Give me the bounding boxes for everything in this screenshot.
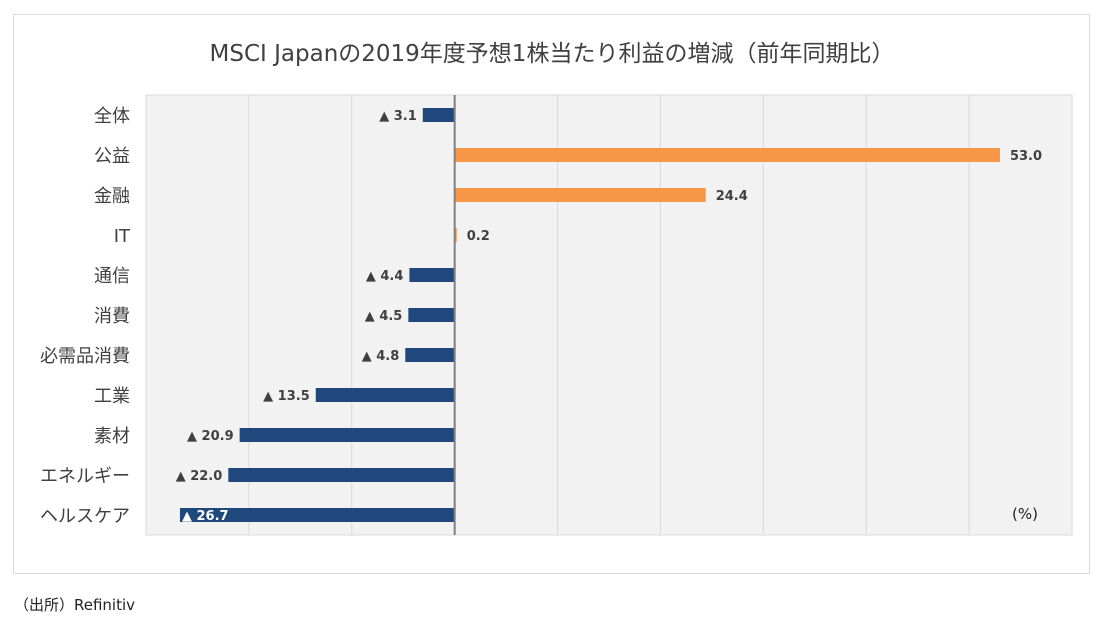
category-label: 通信	[94, 266, 130, 287]
bar	[408, 308, 455, 322]
data-label: ▲ 4.8	[362, 349, 400, 364]
bar	[409, 268, 455, 282]
bar	[315, 388, 455, 402]
source-note: （出所）Refinitiv	[14, 596, 136, 614]
data-label: ▲ 22.0	[176, 469, 223, 484]
bar	[422, 108, 455, 122]
category-label: 工業	[94, 386, 130, 407]
data-label: 24.4	[716, 189, 748, 204]
data-label: ▲ 4.5	[365, 309, 403, 324]
chart-frame: MSCI Japanの2019年度予想1株当たり利益の増減（前年同期比） 全体 ▲ …	[13, 14, 1090, 574]
bar	[239, 428, 455, 442]
chart-title: MSCI Japanの2019年度予想1株当たり利益の増減（前年同期比）	[210, 41, 895, 67]
category-label: ヘルスケア	[40, 506, 130, 527]
unit-label: (%)	[1012, 505, 1038, 523]
category-label: 消費	[94, 306, 130, 327]
category-label: IT	[114, 226, 131, 247]
category-label: 素材	[94, 426, 130, 447]
category-label: 金融	[94, 186, 130, 207]
data-label: ▲ 13.5	[263, 389, 310, 404]
data-label: 0.2	[467, 229, 490, 244]
bar	[454, 188, 706, 202]
data-label: 53.0	[1010, 149, 1042, 164]
bar	[454, 148, 1000, 162]
category-label: 公益	[94, 146, 130, 167]
category-label: エネルギー	[40, 466, 130, 487]
bar	[454, 228, 457, 242]
bar-chart: MSCI Japanの2019年度予想1株当たり利益の増減（前年同期比） 全体 ▲ …	[40, 41, 1073, 536]
data-label: ▲ 20.9	[187, 429, 234, 444]
plot-area	[145, 94, 1073, 536]
category-label: 必需品消費	[40, 346, 130, 367]
data-label: ▲ 26.7	[182, 509, 229, 524]
bar	[179, 508, 455, 522]
bar	[228, 468, 455, 482]
bar	[405, 348, 455, 362]
category-label: 全体	[94, 106, 130, 127]
data-label: ▲ 3.1	[379, 109, 417, 124]
data-label: ▲ 4.4	[366, 269, 404, 284]
